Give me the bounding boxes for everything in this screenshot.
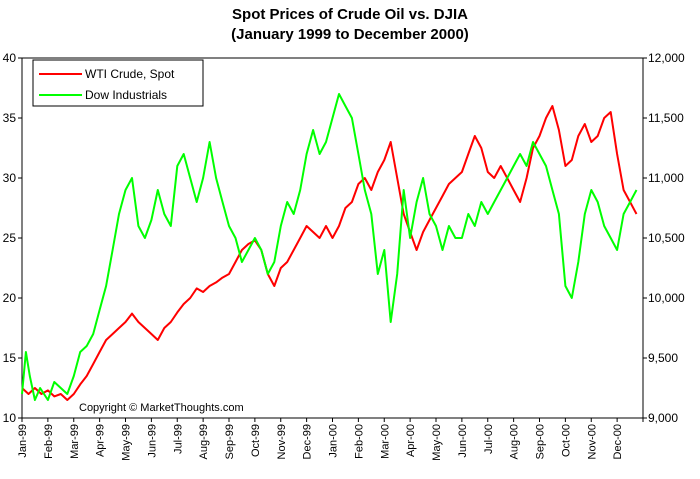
x-tick-label: Jul-99 — [172, 424, 184, 454]
y-right-tick-label: 12,000 — [648, 51, 685, 65]
y-left-tick-label: 15 — [3, 351, 17, 365]
x-tick-label: Oct-00 — [560, 424, 572, 457]
x-tick-label: Jun-99 — [146, 424, 158, 458]
y-right-tick-label: 9,500 — [648, 351, 678, 365]
x-tick-label: Sep-00 — [535, 424, 547, 459]
series-line-wti-crude — [21, 105, 638, 401]
y-right-tick-label: 10,000 — [648, 291, 685, 305]
y-left-tick-label: 30 — [3, 171, 17, 185]
x-tick-label: Dec-99 — [302, 424, 314, 459]
x-tick-label: Apr-00 — [405, 424, 417, 457]
x-tick-label: May-00 — [431, 424, 443, 461]
x-tick-label: Feb-99 — [43, 424, 55, 459]
x-tick-label: May-99 — [121, 424, 133, 461]
x-tick-label: Sep-99 — [224, 424, 236, 459]
x-tick-label: Aug-99 — [198, 424, 210, 459]
chart-subtitle: (January 1999 to December 2000) — [231, 26, 469, 43]
x-tick-label: Apr-99 — [95, 424, 107, 457]
x-tick-label: Mar-00 — [379, 424, 391, 459]
series-lines — [21, 93, 638, 401]
x-tick-label: Mar-99 — [69, 424, 81, 459]
y-left-tick-label: 40 — [3, 51, 17, 65]
x-tick-label: Nov-99 — [276, 424, 288, 459]
y-left-tick-label: 20 — [3, 291, 17, 305]
series-line-dow-industrials — [21, 93, 638, 401]
x-tick-label: Jan-99 — [17, 424, 29, 458]
y-left-tick-label: 35 — [3, 111, 17, 125]
legend-label-wti: WTI Crude, Spot — [85, 67, 175, 81]
x-tick-label: Nov-00 — [586, 424, 598, 459]
x-tick-label: Jul-00 — [483, 424, 495, 454]
y-right-tick-label: 9,000 — [648, 411, 678, 425]
y-left-tick-label: 10 — [3, 411, 17, 425]
legend-box — [32, 59, 204, 107]
x-tick-label: Jan-00 — [328, 424, 340, 458]
x-tick-label: Feb-00 — [353, 424, 365, 459]
x-tick-label: Dec-00 — [612, 424, 624, 459]
x-tick-label: Aug-00 — [509, 424, 521, 459]
y-right-tick-label: 11,000 — [648, 171, 684, 185]
y-right-tick-label: 10,500 — [648, 231, 685, 245]
x-tick-label: Oct-99 — [250, 424, 262, 457]
legend: WTI Crude, Spot Dow Industrials — [32, 59, 204, 107]
axes: 10 15 20 25 30 35 40 9,000 9,500 10,000 10,500 11,0… — [3, 51, 685, 461]
x-tick-label: Jun-00 — [457, 424, 469, 458]
legend-label-dow: Dow Industrials — [85, 88, 167, 102]
chart-title: Spot Prices of Crude Oil vs. DJIA — [232, 6, 468, 23]
y-left-tick-label: 25 — [3, 231, 17, 245]
copyright-note: Copyright © MarketThoughts.com — [79, 402, 244, 414]
y-right-tick-label: 11,500 — [648, 111, 684, 125]
